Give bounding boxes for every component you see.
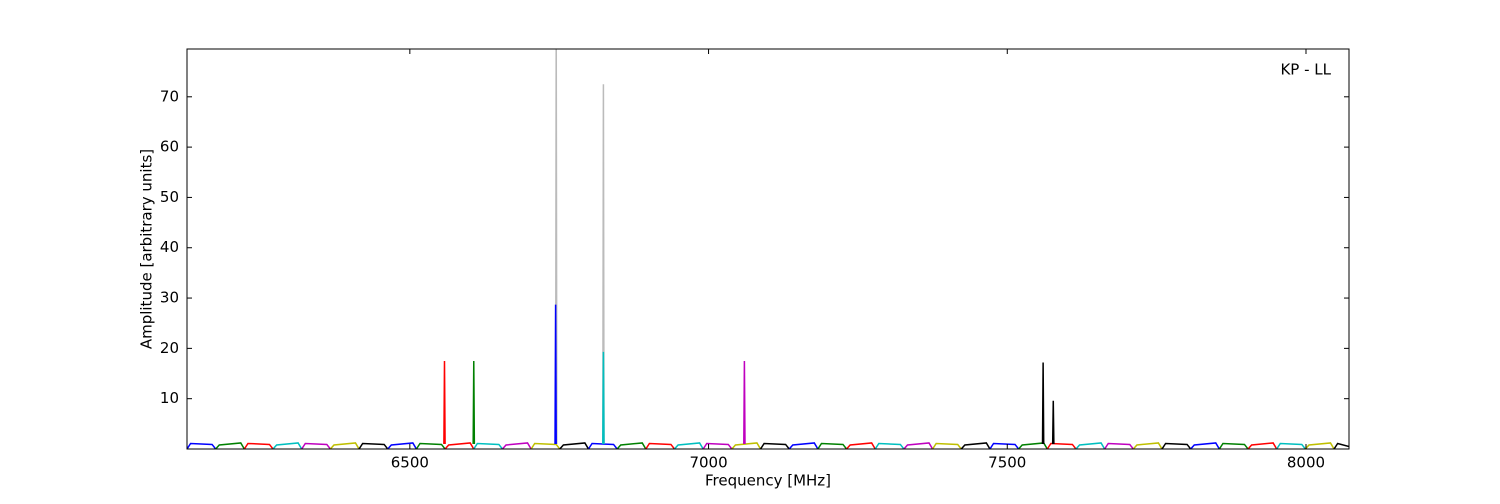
series-line: [358, 442, 389, 449]
series-line: [243, 442, 274, 449]
y-axis-label: Amplitude [arbitrary units]: [138, 149, 156, 349]
series-line: [1247, 442, 1278, 449]
plot-area: [187, 49, 1349, 449]
series-line: [1276, 442, 1306, 449]
series-line: [602, 84, 605, 444]
series-line: [960, 442, 991, 449]
series-line: [1051, 400, 1055, 444]
series-line: [1041, 362, 1045, 444]
series-line: [759, 442, 790, 449]
series-line: [1190, 442, 1221, 449]
series-line: [554, 49, 558, 444]
x-axis-label: Frequency [MHz]: [705, 472, 831, 490]
series-line: [187, 442, 217, 449]
y-tick-label: 60: [160, 138, 179, 156]
series-line: [602, 351, 605, 444]
series-line: [1104, 442, 1134, 449]
series-line: [931, 442, 962, 449]
series-line: [1304, 442, 1335, 449]
annotation: KP - LL: [1280, 61, 1331, 79]
axes-frame: [186, 48, 1350, 450]
series-line: [444, 442, 475, 449]
series-line: [845, 442, 876, 449]
series-line: [874, 442, 905, 449]
series-line: [1046, 442, 1077, 449]
series-line: [1075, 442, 1106, 449]
series-line: [731, 442, 762, 449]
series-line: [702, 442, 733, 449]
x-tick-label: 7500: [988, 454, 1026, 472]
series-line: [472, 360, 476, 444]
series-line: [989, 442, 1020, 449]
series-line: [329, 442, 360, 449]
series-line: [1018, 442, 1048, 449]
series-line: [743, 360, 746, 444]
series-line: [673, 442, 704, 449]
y-tick-label: 20: [160, 339, 179, 357]
series-line: [415, 442, 446, 449]
series-line: [559, 442, 590, 449]
y-tick-label: 70: [160, 87, 179, 105]
series-line: [443, 360, 446, 444]
series-line: [1132, 442, 1163, 449]
series-line: [1161, 442, 1192, 449]
series-line: [387, 442, 418, 449]
x-tick-label: 7000: [689, 454, 727, 472]
series-line: [530, 442, 561, 449]
y-tick-label: 50: [160, 188, 179, 206]
y-tick-label: 40: [160, 238, 179, 256]
series-line: [272, 442, 303, 449]
series-line: [903, 442, 934, 449]
y-tick-label: 30: [160, 289, 179, 307]
series-line: [1333, 442, 1349, 449]
x-tick-label: 6500: [391, 454, 429, 472]
series-line: [788, 442, 819, 449]
x-tick-label: 8000: [1287, 454, 1325, 472]
series-line: [473, 442, 504, 449]
series-line: [616, 442, 647, 449]
series-line: [645, 442, 676, 449]
y-tick-label: 10: [160, 389, 179, 407]
series-line: [301, 442, 331, 449]
series-line: [501, 442, 532, 449]
series-line: [215, 442, 245, 449]
series-line: [817, 442, 848, 449]
series-line: [1218, 442, 1249, 449]
series-line: [554, 304, 557, 444]
